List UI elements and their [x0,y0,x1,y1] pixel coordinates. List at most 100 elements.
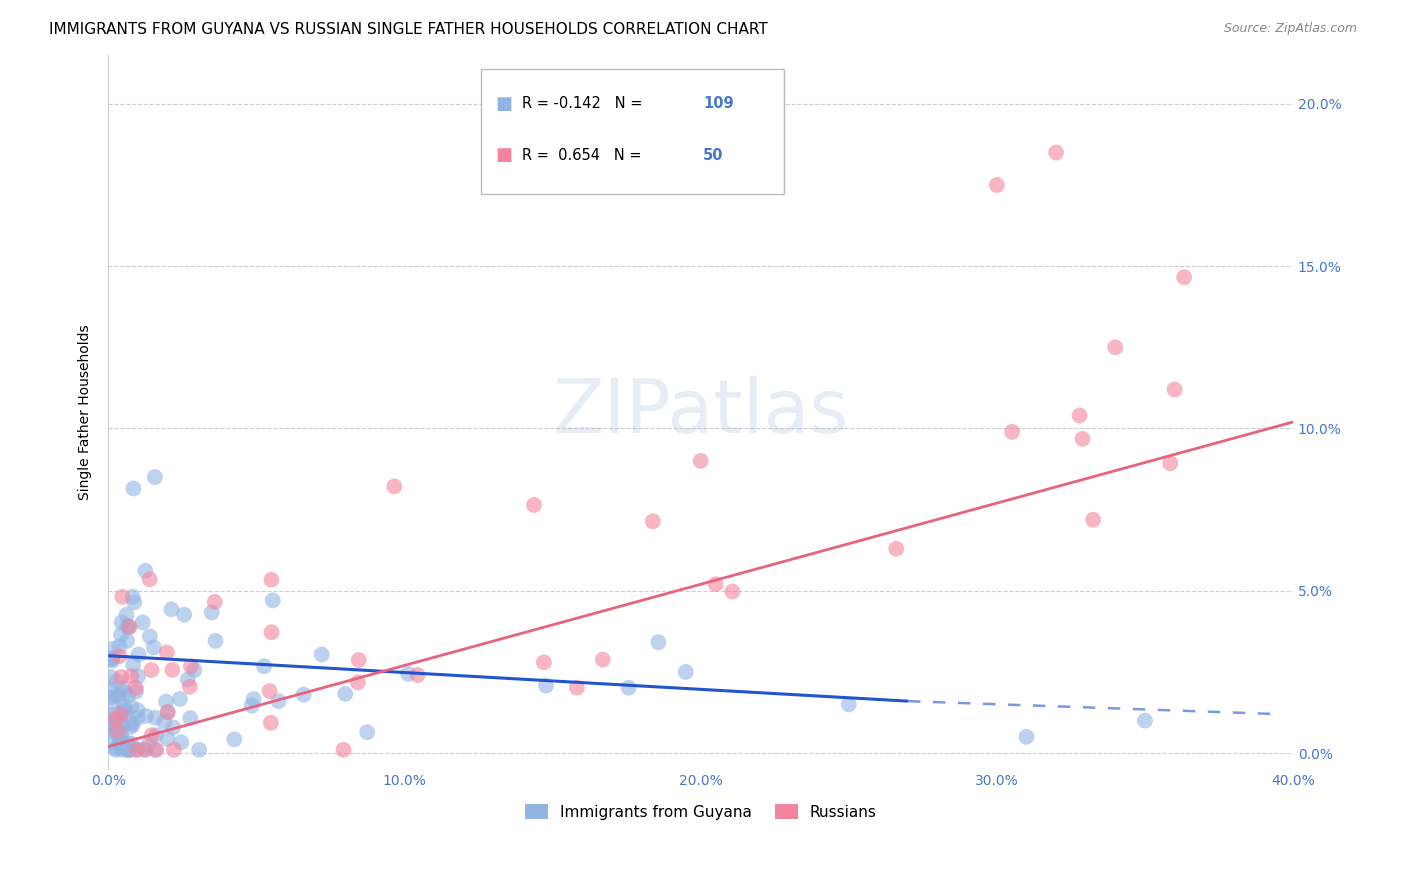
Point [112,685,135,699]
Point [162,720,184,734]
Point [704,577,727,591]
Point [121,590,143,604]
Point [155,695,177,709]
Point [1081,513,1104,527]
Point [1015,730,1038,744]
Point [689,454,711,468]
Point [347,653,370,667]
Point [103,716,125,731]
Point [101,707,124,722]
Point [120,699,142,714]
Point [242,692,264,706]
Point [838,698,860,712]
Point [262,593,284,607]
Point [1071,432,1094,446]
Point [153,714,176,729]
Point [125,743,148,757]
Point [122,657,145,672]
Point [107,714,129,728]
Point [160,602,183,616]
Point [125,681,148,695]
Point [125,684,148,698]
Point [884,541,907,556]
Point [260,625,283,640]
Point [1001,425,1024,439]
Point [115,607,138,622]
Point [396,666,419,681]
Text: 109: 109 [703,96,734,112]
Point [120,743,142,757]
Point [120,669,142,683]
Point [103,714,125,728]
Point [100,690,122,705]
Point [156,705,179,719]
Point [101,720,124,734]
Point [101,654,124,668]
Point [110,628,132,642]
Point [100,652,122,666]
Point [356,725,378,739]
Point [201,606,224,620]
Point [143,470,166,484]
Point [115,619,138,633]
Point [145,743,167,757]
Point [121,715,143,730]
Point [162,663,184,677]
Point [1159,456,1181,470]
Point [115,743,138,757]
Point [108,730,131,744]
Point [125,743,148,757]
Point [111,590,134,604]
Point [100,711,122,725]
Point [335,687,357,701]
Point [100,682,122,697]
Point [104,743,127,757]
Text: Source: ZipAtlas.com: Source: ZipAtlas.com [1223,22,1357,36]
Point [179,711,201,725]
Point [204,595,226,609]
Point [118,743,141,757]
Point [180,659,202,673]
Point [104,712,127,726]
Point [156,731,179,746]
Point [110,707,132,722]
Text: R =  0.654   N =: R = 0.654 N = [522,147,645,162]
Point [675,665,697,679]
Point [108,649,131,664]
Point [100,720,122,734]
Point [110,670,132,684]
Point [565,681,588,695]
Point [641,514,664,528]
Point [111,615,134,630]
Text: ZIPatlas: ZIPatlas [553,376,849,449]
Point [117,621,139,635]
Point [145,728,167,742]
Point [533,655,555,669]
Point [100,716,122,731]
Point [120,720,142,734]
Point [1045,145,1067,160]
Point [114,704,136,718]
Point [111,681,134,695]
Point [107,723,129,738]
Point [105,674,128,689]
Legend: Immigrants from Guyana, Russians: Immigrants from Guyana, Russians [519,798,883,826]
Text: ■: ■ [496,146,513,164]
Point [136,738,159,752]
Point [110,728,132,742]
Point [1173,270,1195,285]
Point [115,633,138,648]
Point [173,607,195,622]
Point [110,737,132,751]
Text: R = -0.142   N =: R = -0.142 N = [522,96,647,112]
Point [134,742,156,756]
Point [260,573,283,587]
Point [112,704,135,718]
Point [108,640,131,654]
Point [127,669,149,683]
Point [112,700,135,714]
Point [292,688,315,702]
Point [104,689,127,703]
Point [179,680,201,694]
Point [145,711,167,725]
